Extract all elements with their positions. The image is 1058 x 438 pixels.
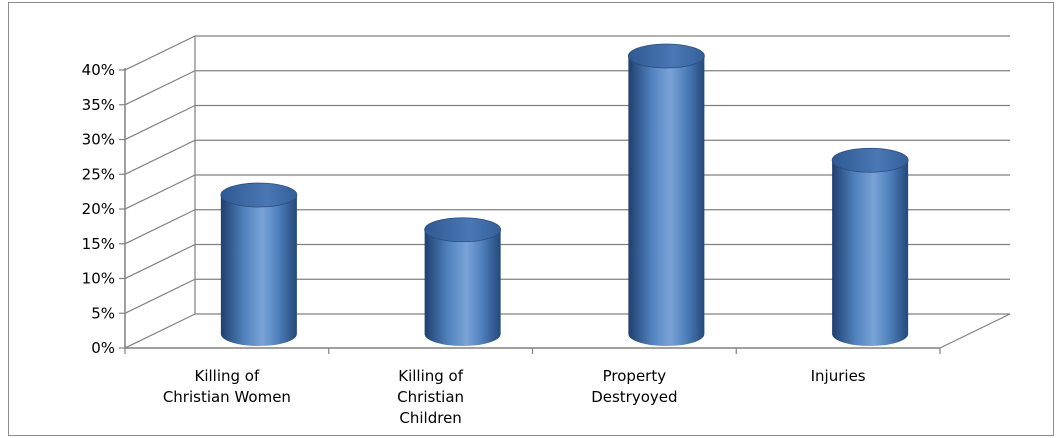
bar-body — [220, 195, 297, 346]
y-tick-label: 25% — [82, 165, 115, 183]
gridline-diagonal — [124, 278, 196, 314]
x-category-label: Christian Women — [163, 388, 291, 406]
x-category-label: Injuries — [811, 367, 866, 385]
y-tick-label: 10% — [82, 270, 115, 288]
x-category-label: Property — [603, 367, 667, 385]
bar-body — [832, 160, 909, 346]
gridline-diagonal — [124, 139, 196, 175]
gridline-diagonal — [124, 243, 196, 280]
gridline-diagonal — [124, 209, 196, 245]
bar-cap — [627, 43, 705, 69]
x-category-label: Destryoyed — [591, 388, 677, 406]
floor-edge — [939, 313, 1011, 349]
y-tick-label: 35% — [82, 96, 115, 114]
gridline-diagonal — [124, 104, 196, 141]
y-tick-label: 20% — [82, 200, 115, 218]
gridline-diagonal — [124, 35, 196, 71]
bar-layer — [220, 43, 909, 346]
y-tick-label: 30% — [82, 131, 115, 149]
x-category-label: Killing of — [398, 367, 463, 385]
bar — [627, 43, 705, 346]
bar-cap — [831, 147, 909, 173]
bar-body — [628, 56, 705, 346]
y-tick-label: 0% — [91, 339, 115, 357]
gridline-diagonal — [124, 70, 196, 106]
bar-cap — [220, 182, 298, 208]
bar-cap — [424, 217, 502, 243]
gridline-diagonal — [124, 313, 196, 349]
bar-body — [424, 229, 501, 346]
axis-layer — [119, 68, 941, 354]
x-category-label: Children — [399, 409, 461, 427]
y-tick-label: 15% — [82, 235, 115, 253]
bar — [220, 182, 298, 346]
y-tick-label: 40% — [82, 61, 115, 79]
x-category-label: Christian — [397, 388, 464, 406]
bar — [424, 217, 502, 346]
gridline-diagonal — [124, 174, 196, 210]
label-layer: 0% 5% 10% 15% 20% 25% 30% 35% 40% Killing of Chris… — [82, 61, 866, 427]
y-tick-label: 5% — [91, 304, 115, 322]
bar — [831, 147, 909, 346]
x-category-label: Killing of — [194, 367, 259, 385]
